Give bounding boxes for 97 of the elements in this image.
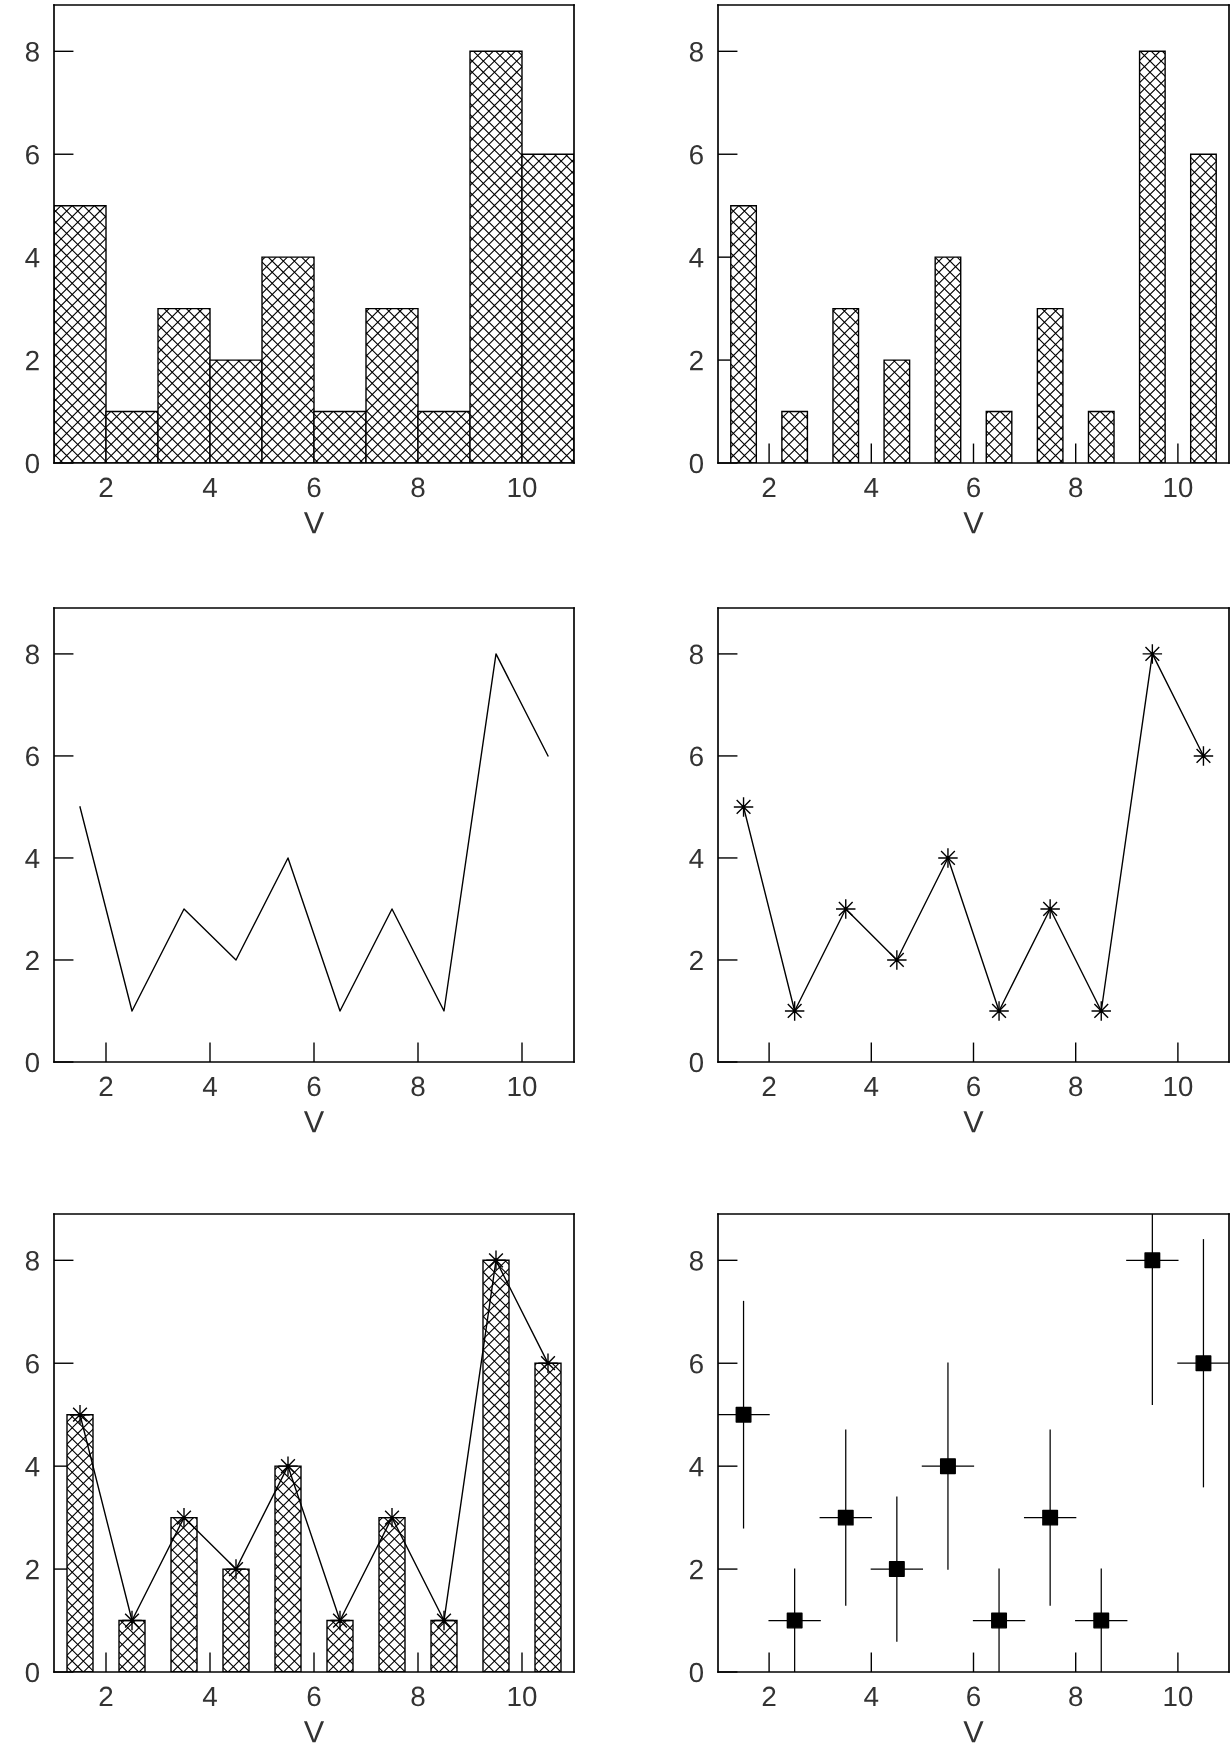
- x-tick-label: 8: [411, 1686, 425, 1707]
- point: [991, 1612, 1008, 1629]
- x-tick-label: 8: [411, 477, 425, 498]
- x-tick-label: 10: [508, 477, 537, 498]
- x-tick-label: 8: [1069, 1076, 1083, 1097]
- y-tick-label: 0: [25, 1052, 40, 1073]
- point: [537, 1352, 559, 1374]
- x-axis-title: V: [963, 1111, 984, 1133]
- x-axis-title: V: [303, 512, 325, 534]
- y-tick-label: 6: [26, 1353, 39, 1374]
- y-tick-label: 2: [690, 1559, 703, 1580]
- x-tick-label: 6: [967, 1686, 980, 1707]
- x-tick-label: 2: [762, 1076, 776, 1097]
- point: [433, 1610, 455, 1631]
- x-axis-title: V: [303, 1721, 325, 1743]
- x-tick-label: 6: [307, 1686, 321, 1707]
- point: [1042, 1509, 1059, 1526]
- y-tick-label: 6: [690, 746, 703, 767]
- point: [888, 1561, 905, 1578]
- y-tick-label: 0: [689, 1052, 704, 1073]
- x-tick-label: 6: [307, 477, 321, 498]
- x-tick-label: 6: [967, 1076, 980, 1097]
- x-tick-label: 2: [762, 477, 776, 498]
- x-tick-label: 10: [508, 1076, 537, 1097]
- x-axis-title: V: [303, 1111, 325, 1133]
- x-tick-label: 4: [864, 477, 879, 498]
- y-tick-label: 0: [689, 453, 704, 474]
- x-tick-label: 6: [967, 477, 980, 498]
- x-tick-label: 10: [1164, 477, 1193, 498]
- x-tick-label: 10: [1164, 1076, 1193, 1097]
- point: [381, 1507, 403, 1529]
- x-tick-label: 2: [99, 1686, 113, 1707]
- x-tick-label: 10: [508, 1686, 537, 1707]
- y-tick-label: 4: [25, 848, 40, 869]
- point: [329, 1610, 351, 1631]
- y-tick-label: 6: [690, 144, 703, 165]
- y-tick-label: 2: [26, 950, 39, 971]
- y-tick-label: 4: [689, 248, 704, 268]
- point: [1195, 1355, 1212, 1372]
- x-tick-label: 4: [864, 1076, 879, 1097]
- x-tick-label: 2: [99, 477, 113, 498]
- point: [937, 847, 959, 869]
- y-tick-label: 4: [689, 1457, 704, 1477]
- x-tick-label: 2: [762, 1686, 776, 1707]
- x-tick-label: 2: [99, 1076, 113, 1097]
- x-tick-label: 6: [307, 1076, 321, 1097]
- y-tick-label: 8: [689, 41, 703, 62]
- y-tick-label: 2: [690, 950, 703, 971]
- x-tick-label: 10: [1164, 1686, 1193, 1707]
- y-tick-label: 0: [689, 1662, 704, 1683]
- y-tick-label: 8: [25, 1250, 39, 1271]
- y-tick-label: 2: [26, 1559, 39, 1580]
- line-series: [79, 653, 549, 1012]
- point: [835, 898, 857, 920]
- x-tick-label: 8: [1069, 477, 1083, 498]
- y-tick-label: 4: [689, 848, 704, 869]
- point: [173, 1507, 195, 1529]
- point: [1193, 745, 1214, 767]
- x-tick-label: 8: [411, 1076, 425, 1097]
- point: [225, 1558, 247, 1580]
- point: [784, 1000, 806, 1022]
- x-tick-label: 4: [202, 1686, 217, 1707]
- y-tick-label: 0: [25, 1662, 40, 1683]
- y-tick-label: 8: [25, 644, 39, 665]
- point: [735, 1406, 752, 1423]
- x-tick-label: 4: [202, 1076, 217, 1097]
- y-tick-label: 2: [690, 350, 703, 371]
- x-axis-title: V: [963, 512, 984, 534]
- point: [1144, 1252, 1161, 1269]
- point: [988, 1000, 1010, 1022]
- y-tick-label: 6: [690, 1353, 703, 1374]
- y-tick-label: 4: [25, 1457, 40, 1477]
- point: [121, 1610, 143, 1631]
- x-axis-title: V: [963, 1721, 984, 1743]
- point: [733, 796, 754, 818]
- point: [69, 1404, 91, 1426]
- point: [939, 1458, 956, 1475]
- y-tick-label: 4: [25, 248, 40, 268]
- point: [1141, 643, 1163, 665]
- point: [1090, 1000, 1112, 1022]
- point: [485, 1249, 507, 1271]
- point: [837, 1509, 854, 1526]
- x-tick-label: 8: [1069, 1686, 1083, 1707]
- point: [1093, 1612, 1110, 1629]
- point: [277, 1455, 299, 1477]
- point: [1039, 898, 1061, 920]
- point: [786, 1612, 803, 1629]
- point: [886, 949, 908, 971]
- y-tick-label: 6: [26, 746, 39, 767]
- y-tick-label: 8: [689, 1250, 703, 1271]
- y-tick-label: 6: [26, 144, 39, 165]
- y-tick-label: 8: [689, 644, 703, 665]
- x-tick-label: 4: [202, 477, 217, 498]
- y-tick-label: 8: [25, 41, 39, 62]
- y-tick-label: 2: [26, 350, 39, 371]
- x-tick-label: 4: [864, 1686, 879, 1707]
- y-tick-label: 0: [25, 453, 40, 474]
